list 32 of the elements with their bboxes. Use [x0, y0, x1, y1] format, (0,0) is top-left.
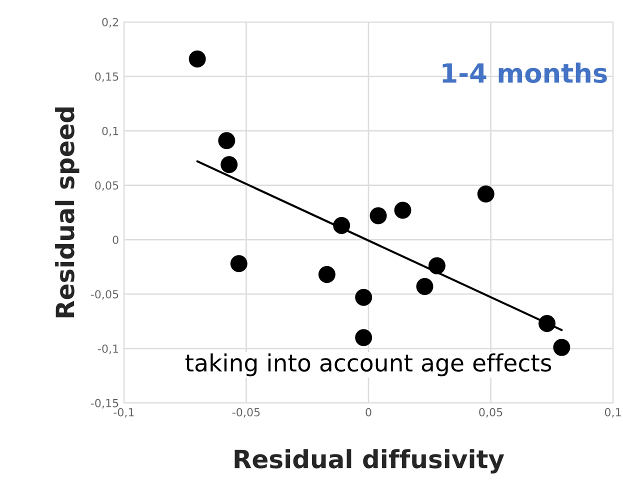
point	[318, 266, 336, 284]
point	[538, 314, 556, 332]
x-tick-label: 0,05	[479, 408, 502, 418]
point	[230, 255, 248, 272]
y-tick-label: -0,1	[98, 344, 118, 354]
point	[370, 207, 387, 224]
point	[188, 50, 206, 68]
y-tick-label: 0,2	[102, 18, 118, 28]
y-axis-title: Residual speed	[55, 108, 80, 318]
x-tick-label: 0	[366, 408, 372, 416]
point	[333, 217, 350, 234]
y-tick-label: 0	[112, 236, 118, 244]
point	[355, 329, 372, 346]
y-tick-label: 0,05	[95, 181, 118, 191]
x-axis-title: Residual diffusivity	[234, 449, 504, 474]
x-tick-label: 0,1	[604, 408, 621, 418]
point	[220, 156, 238, 174]
annotation: taking into account age effects	[185, 353, 552, 376]
point	[553, 338, 570, 356]
annotation: 1-4 months	[442, 62, 607, 83]
x-tick-label: -0,05	[232, 408, 260, 418]
point	[477, 185, 494, 202]
y-tick-label: 0,1	[102, 126, 118, 136]
x-tick-label: -0,1	[114, 408, 134, 418]
y-tick-label: 0,15	[95, 72, 118, 82]
point	[428, 257, 446, 274]
y-tick-label: -0,15	[90, 398, 118, 408]
point	[416, 278, 434, 295]
y-tick-label: -0,05	[90, 290, 118, 300]
point	[394, 202, 412, 219]
point	[355, 288, 372, 306]
point	[218, 132, 236, 150]
